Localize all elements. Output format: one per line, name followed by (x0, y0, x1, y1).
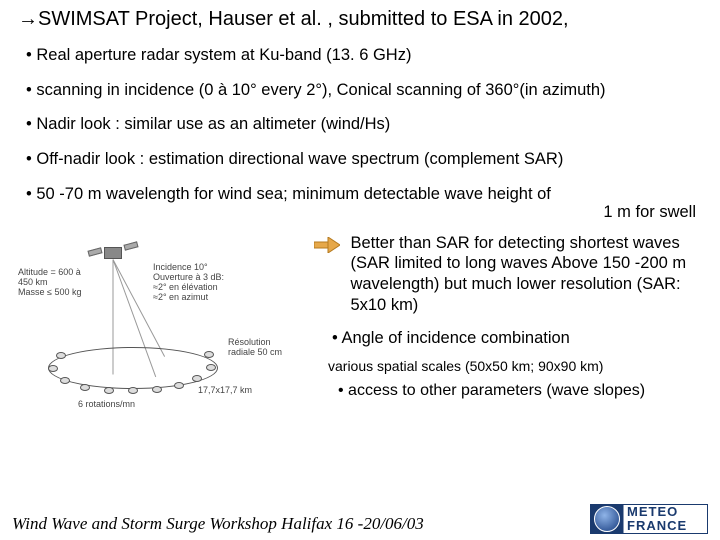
right-column: Better than SAR for detecting shortest w… (308, 233, 702, 407)
sar-text: Better than SAR for detecting shortest w… (350, 233, 690, 316)
diagram-resolution-label: Résolution radiale 50 cm (228, 337, 282, 357)
diagram-incidence-label: Incidence 10° Ouverture à 3 dB: ≈2° en é… (153, 262, 224, 302)
footprint-dot (128, 387, 138, 394)
footprint-dot (60, 377, 70, 384)
logo-text: METEO FRANCE (627, 505, 687, 533)
bullet-item: • Off-nadir look : estimation directiona… (18, 149, 702, 170)
diagram-column: Altitude = 600 à 450 km Masse ≤ 500 kg I… (18, 233, 308, 407)
right-arrow-icon (314, 237, 340, 258)
bullet-item: • scanning in incidence (0 à 10° every 2… (18, 80, 702, 101)
footprint-dot (48, 365, 58, 372)
title-text: SWIMSAT Project, Hauser et al. , submitt… (38, 8, 569, 30)
footprint-dot (80, 384, 90, 391)
footprint-dot (204, 351, 214, 358)
diagram-rotation-label: 6 rotations/mn (78, 399, 135, 409)
satellite-panel-icon (123, 241, 138, 250)
slide-root: →SWIMSAT Project, Hauser et al. , submit… (0, 0, 720, 540)
angle-bullet: • Angle of incidence combination (314, 329, 702, 348)
footprint-dot (206, 364, 216, 371)
footer-text: Wind Wave and Storm Surge Workshop Halif… (12, 514, 424, 534)
footprint-dot (174, 382, 184, 389)
satellite-body-icon (104, 247, 122, 259)
title-arrow-icon: → (18, 8, 38, 30)
meteo-france-logo: METEO FRANCE (590, 504, 708, 534)
satellite-diagram: Altitude = 600 à 450 km Masse ≤ 500 kg I… (18, 237, 298, 407)
logo-globe-icon (594, 506, 620, 532)
footer-bar: Wind Wave and Storm Surge Workshop Halif… (12, 504, 708, 534)
bullet-item: • Real aperture radar system at Ku-band … (18, 45, 702, 66)
bullet-item: • Nadir look : similar use as an altimet… (18, 114, 702, 135)
footprint-dot (56, 352, 66, 359)
swell-continuation: 1 m for swell (18, 202, 702, 223)
scales-text: various spatial scales (50x50 km; 90x90 … (314, 358, 702, 374)
logo-line2: FRANCE (627, 518, 687, 533)
bullet-list: • Real aperture radar system at Ku-band … (18, 45, 702, 204)
ground-footprint-ellipse (48, 347, 218, 389)
lower-section: Altitude = 600 à 450 km Masse ≤ 500 kg I… (18, 233, 702, 407)
bullet-item: • 50 -70 m wavelength for wind sea; mini… (18, 184, 702, 205)
satellite-panel-icon (87, 247, 102, 256)
footprint-dot (152, 386, 162, 393)
access-bullet: • access to other parameters (wave slope… (314, 382, 702, 400)
logo-line1: METEO (627, 504, 678, 519)
footprint-dot (192, 375, 202, 382)
diagram-footprint-label: 17,7x17,7 km (198, 385, 252, 395)
sar-block: Better than SAR for detecting shortest w… (314, 233, 702, 316)
footprint-dot (104, 387, 114, 394)
diagram-altitude-label: Altitude = 600 à 450 km Masse ≤ 500 kg (18, 267, 81, 297)
slide-title: →SWIMSAT Project, Hauser et al. , submit… (18, 8, 702, 31)
